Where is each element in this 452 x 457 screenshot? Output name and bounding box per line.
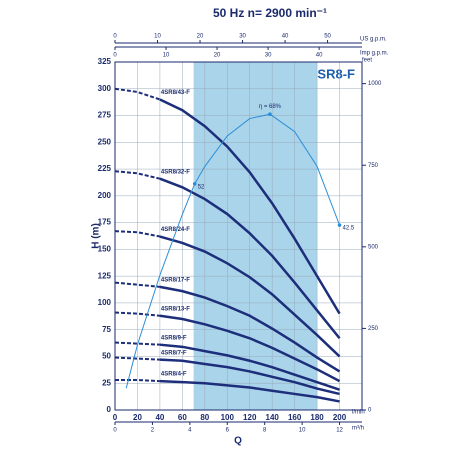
pump-curve xyxy=(115,379,160,383)
x-tick-label: 60 xyxy=(178,413,187,422)
pump-curve xyxy=(114,356,160,361)
m3h-tick-label: 0 xyxy=(113,428,117,434)
imp-gpm-tick-label: 0 xyxy=(113,53,117,59)
us-gpm-label: US g.p.m. xyxy=(360,37,387,43)
pump-curve xyxy=(159,379,340,403)
m3h-tick-label: 2 xyxy=(151,428,155,434)
plot-frame xyxy=(114,61,363,411)
y-tick-label: 200 xyxy=(98,191,112,200)
feet-tick-label: 1000 xyxy=(368,81,382,87)
y-tick-label: 75 xyxy=(102,325,111,334)
pump-curve xyxy=(114,311,161,317)
legend-label: 4SR8/43-F xyxy=(161,90,190,96)
us-gpm-tick-label: 30 xyxy=(239,34,246,40)
efficiency-label: 52 xyxy=(198,184,205,190)
legend-label: 4SR8/9-F xyxy=(161,335,187,341)
shaded-band xyxy=(193,62,318,410)
pump-curve xyxy=(114,230,161,238)
efficiency-point xyxy=(268,112,272,116)
y-tick-label: 300 xyxy=(98,84,112,93)
feet-tick-label: 250 xyxy=(368,326,379,332)
x-tick-label: 80 xyxy=(200,413,209,422)
x-tick-label: 160 xyxy=(288,413,302,422)
pump-curve xyxy=(114,281,161,288)
efficiency-label: 42.5 xyxy=(343,226,355,232)
pump-curve xyxy=(114,170,161,180)
legend-label: 4SR8/17-F xyxy=(161,277,190,283)
chart-label: 4SR8-F xyxy=(310,66,355,81)
y-tick-label: 275 xyxy=(98,111,112,120)
x-tick-label: 200 xyxy=(333,413,347,422)
x-tick-label: 0 xyxy=(113,413,118,422)
legend-label: 4SR8/13-F xyxy=(161,306,190,312)
feet-tick-label: 0 xyxy=(368,408,372,414)
m3h-tick-label: 10 xyxy=(299,428,306,434)
pump-curve xyxy=(159,235,341,358)
feet-label: feet xyxy=(362,58,372,64)
y-tick-label: 250 xyxy=(98,137,112,146)
imp-gpm-tick-label: 20 xyxy=(214,53,221,59)
pump-curve xyxy=(159,285,341,373)
legend-label: 4SR8/32-F xyxy=(161,169,190,175)
x-unit: l/min xyxy=(352,410,365,416)
y-tick-label: 325 xyxy=(98,57,112,66)
y-axis-label: H (m) xyxy=(91,223,102,249)
us-gpm-tick-label: 40 xyxy=(282,34,289,40)
m3h-tick-label: 4 xyxy=(188,428,192,434)
imp-gpm-tick-label: 10 xyxy=(163,53,170,59)
efficiency-point xyxy=(192,182,197,186)
feet-tick-label: 750 xyxy=(368,163,379,169)
pump-curve xyxy=(159,98,341,315)
us-gpm-tick-label: 0 xyxy=(113,34,117,40)
y-tick-label: 100 xyxy=(98,298,112,307)
efficiency-point xyxy=(337,223,342,227)
x-tick-label: 100 xyxy=(221,413,235,422)
x-tick-label: 180 xyxy=(310,413,324,422)
m3h-label: m³/h xyxy=(352,426,364,432)
y-tick-label: 50 xyxy=(102,352,111,361)
y-tick-label: 0 xyxy=(107,405,112,414)
chart-title: 50 Hz n= 2900 min⁻¹ xyxy=(213,6,327,20)
efficiency-curve xyxy=(125,113,341,389)
legend-label: 4SR8/24-F xyxy=(161,227,190,233)
imp-gpm-label: Imp g.p.m. xyxy=(360,51,389,57)
imp-gpm-tick-label: 40 xyxy=(316,53,323,59)
x-tick-label: 20 xyxy=(133,413,142,422)
x-tick-label: 40 xyxy=(155,413,164,422)
feet-tick-label: 500 xyxy=(368,244,379,250)
y-tick-label: 175 xyxy=(98,218,112,227)
imp-gpm-tick-label: 30 xyxy=(265,53,272,59)
x-tick-label: 140 xyxy=(266,413,280,422)
x-axis-label: Q xyxy=(234,436,242,447)
pump-curve xyxy=(159,177,341,340)
legend-label: 4SR8/4-F xyxy=(161,372,187,378)
y-tick-label: 225 xyxy=(98,164,112,173)
m3h-tick-label: 8 xyxy=(263,428,267,434)
pump-curve xyxy=(114,341,160,346)
efficiency-label: η = 68% xyxy=(259,104,282,110)
x-tick-label: 120 xyxy=(243,413,257,422)
pump-curve xyxy=(159,314,341,383)
us-gpm-tick-label: 50 xyxy=(324,34,331,40)
y-tick-label: 150 xyxy=(98,244,112,253)
pump-curve xyxy=(159,358,340,396)
m3h-tick-label: 12 xyxy=(336,428,343,434)
us-gpm-tick-label: 20 xyxy=(197,34,204,40)
m3h-tick-label: 6 xyxy=(226,428,230,434)
y-tick-label: 25 xyxy=(102,378,111,387)
legend-label: 4SR8/7-F xyxy=(161,350,187,356)
pump-curve xyxy=(114,87,161,101)
us-gpm-tick-label: 10 xyxy=(154,34,161,40)
y-tick-label: 125 xyxy=(98,271,112,280)
pump-curve xyxy=(159,343,340,391)
